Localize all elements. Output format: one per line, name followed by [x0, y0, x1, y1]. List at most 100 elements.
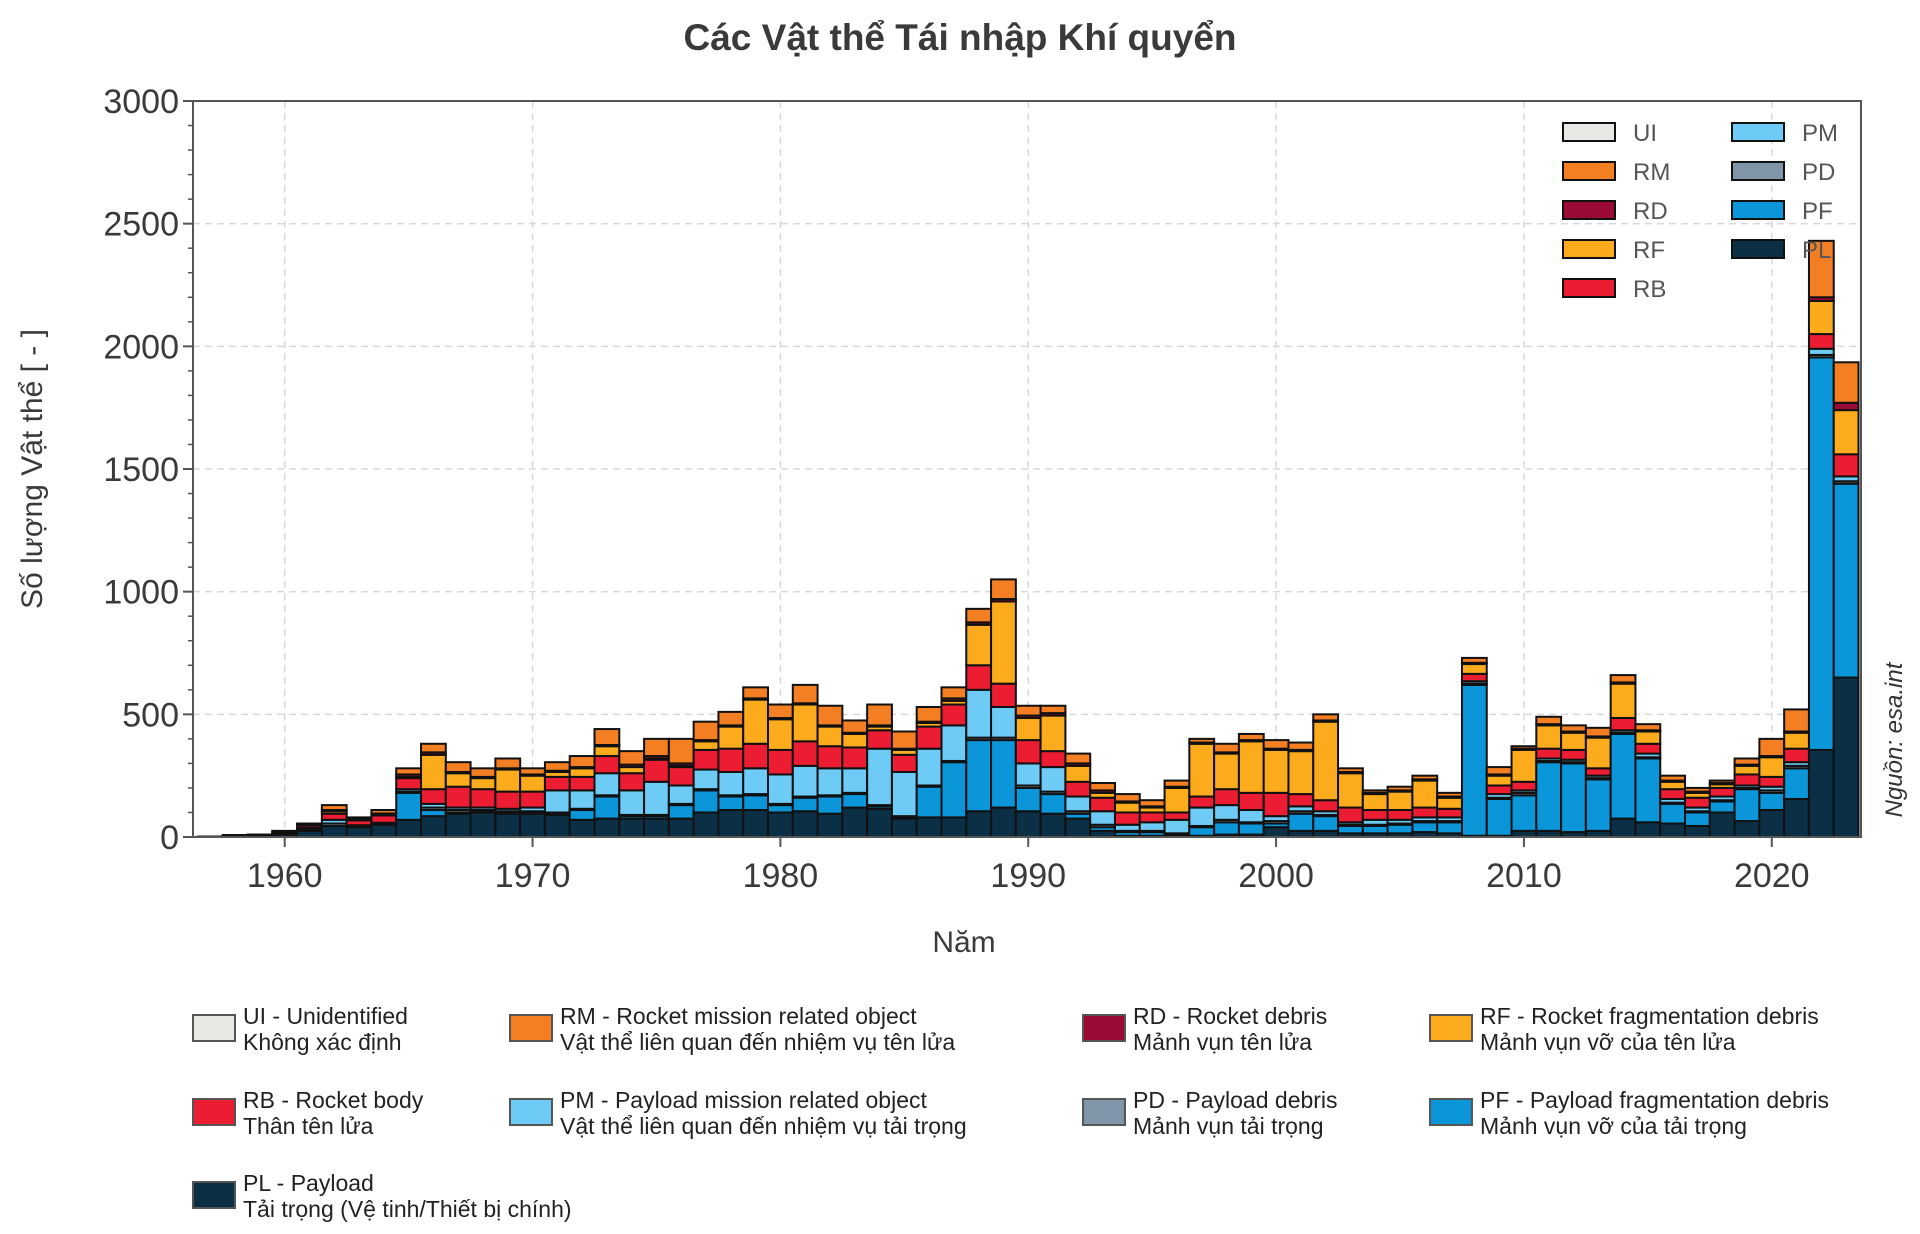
bar-stack-1968 — [471, 768, 496, 837]
bar-RM-1962 — [322, 805, 347, 810]
bar-PM-1973 — [595, 773, 620, 795]
bar-RF-2015 — [1635, 732, 1660, 744]
bar-PM-1985 — [892, 772, 917, 816]
bar-RM-1992 — [1065, 754, 1090, 764]
bar-RM-1997 — [1189, 739, 1214, 743]
bar-PM-1998 — [1214, 805, 1239, 820]
bar-RM-1966 — [421, 744, 446, 753]
legend-swatch-PF — [1430, 1099, 1472, 1125]
bar-PF-2012 — [1561, 763, 1586, 832]
legend-swatch-RM — [510, 1015, 552, 1041]
bar-PF-1999 — [1239, 824, 1264, 835]
bar-PL-1976 — [669, 819, 694, 837]
bar-RF-1966 — [421, 755, 446, 789]
bar-RM-2003 — [1338, 768, 1363, 772]
bar-RF-1997 — [1189, 744, 1214, 797]
bar-PF-2023 — [1834, 484, 1859, 678]
bar-RF-1996 — [1165, 788, 1190, 813]
bar-RB-1989 — [991, 684, 1016, 707]
bar-RB-2009 — [1487, 785, 1512, 794]
x-tick-label: 1980 — [743, 857, 819, 895]
bar-RB-2005 — [1388, 810, 1413, 820]
bar-RB-1994 — [1115, 812, 1140, 824]
bar-RM-1967 — [446, 762, 471, 772]
bar-stack-1969 — [495, 758, 520, 837]
bar-RM-2014 — [1611, 675, 1636, 682]
bar-stack-2003 — [1338, 768, 1363, 837]
x-tick-label: 2000 — [1238, 857, 1314, 895]
bar-PM-1982 — [818, 768, 843, 795]
legend-swatch-UI — [193, 1015, 235, 1041]
bar-RB-2006 — [1412, 808, 1437, 818]
bar-RB-1969 — [495, 792, 520, 809]
bar-RF-1979 — [743, 700, 768, 744]
bar-RB-2014 — [1611, 718, 1636, 730]
bar-RM-1979 — [743, 687, 768, 698]
bar-stack-1996 — [1165, 781, 1190, 837]
bar-PL-1987 — [941, 817, 966, 837]
bar-RM-1999 — [1239, 734, 1264, 740]
bar-RM-1985 — [892, 732, 917, 749]
bar-RF-1989 — [991, 601, 1016, 683]
bar-PF-2004 — [1363, 826, 1388, 833]
bar-stack-2014 — [1611, 675, 1636, 837]
bar-RF-1977 — [694, 741, 719, 750]
bar-PL-1978 — [718, 810, 743, 837]
bar-RB-1999 — [1239, 793, 1264, 810]
bar-PF-1989 — [991, 740, 1016, 807]
bar-RB-1991 — [1041, 751, 1066, 767]
legend-name-RB: RB - Rocket body — [243, 1087, 424, 1113]
bar-RM-2017 — [1685, 788, 1710, 792]
bar-RM-1976 — [669, 739, 694, 764]
bar-RF-1970 — [520, 776, 545, 792]
legend-name-PM: PM - Payload mission related object — [560, 1087, 927, 1113]
bar-PF-1991 — [1041, 794, 1066, 814]
x-tick-label: 1960 — [247, 857, 323, 895]
bar-PL-1969 — [495, 814, 520, 837]
bar-PF-1988 — [966, 740, 991, 811]
bar-PL-1983 — [842, 808, 867, 837]
bar-PF-2001 — [1288, 814, 1313, 831]
bar-RM-1968 — [471, 768, 496, 777]
bar-PL-2022 — [1809, 750, 1834, 837]
bar-stack-1999 — [1239, 734, 1264, 837]
bar-PM-1996 — [1165, 820, 1190, 833]
bar-stack-2017 — [1685, 788, 1710, 837]
bar-stack-2015 — [1635, 724, 1660, 837]
bar-stack-2008 — [1462, 658, 1487, 837]
bar-RM-1996 — [1165, 781, 1190, 787]
bar-RB-1978 — [718, 749, 743, 772]
bar-RB-1975 — [644, 760, 669, 782]
bar-stack-2021 — [1784, 709, 1809, 837]
bar-PF-1973 — [595, 797, 620, 819]
bar-stack-2001 — [1288, 743, 1313, 837]
bar-RM-2005 — [1388, 787, 1413, 791]
bar-PL-1964 — [371, 825, 396, 837]
bar-stack-2006 — [1412, 776, 1437, 837]
bar-PL-2021 — [1784, 799, 1809, 837]
bar-RM-2007 — [1437, 793, 1462, 797]
bar-PF-1982 — [818, 797, 843, 814]
y-tick-label: 1000 — [103, 574, 179, 612]
bar-stack-1993 — [1090, 783, 1115, 837]
bar-RM-2008 — [1462, 658, 1487, 663]
bar-RM-2015 — [1635, 724, 1660, 730]
bar-stack-2016 — [1660, 776, 1685, 837]
bar-RM-1981 — [793, 685, 818, 703]
bar-RB-2013 — [1586, 768, 1611, 775]
bar-PF-2008 — [1462, 685, 1487, 836]
bar-PL-2015 — [1635, 822, 1660, 837]
bar-PL-1986 — [917, 817, 942, 837]
bar-PM-1999 — [1239, 810, 1264, 822]
bar-RM-2016 — [1660, 776, 1685, 781]
bar-stack-1995 — [1140, 800, 1165, 837]
bar-RM-1994 — [1115, 794, 1140, 801]
legend-name-vi-RF: Mảnh vụn vỡ của tên lửa — [1480, 1029, 1736, 1055]
bar-stack-2010 — [1512, 746, 1537, 837]
bar-PF-2011 — [1536, 762, 1561, 831]
bar-PL-1984 — [867, 809, 892, 837]
bar-PL-2016 — [1660, 824, 1685, 837]
bar-RB-1971 — [545, 777, 570, 790]
